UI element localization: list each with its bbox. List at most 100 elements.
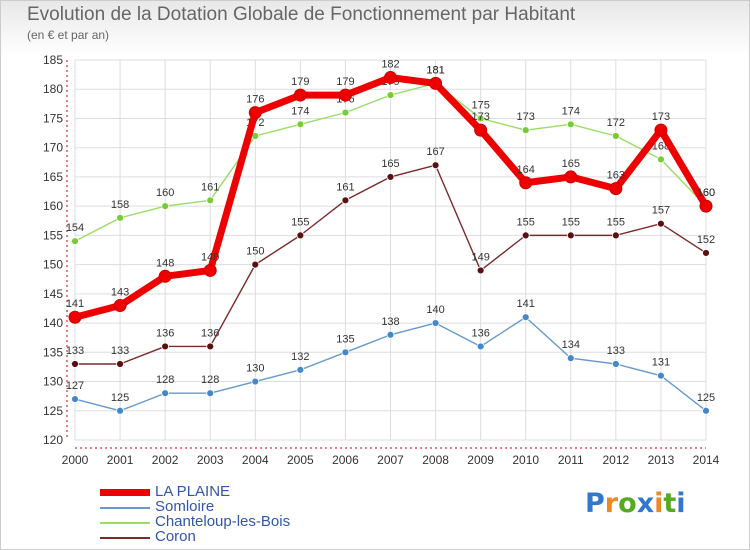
data-point [206, 196, 215, 205]
data-label: 164 [517, 164, 535, 176]
data-label: 155 [291, 216, 309, 228]
data-point [702, 249, 710, 257]
data-point [566, 231, 575, 240]
y-tick-label: 180 [43, 82, 63, 96]
y-tick-label: 120 [43, 433, 63, 447]
data-point [296, 231, 305, 240]
x-tick-label: 2011 [558, 453, 584, 467]
data-label: 172 [607, 117, 625, 129]
x-tick-label: 2001 [107, 453, 134, 467]
data-label: 155 [607, 216, 625, 228]
data-label: 134 [562, 339, 580, 351]
data-point [521, 231, 530, 240]
data-point [206, 342, 215, 351]
data-label: 136 [156, 327, 174, 339]
x-tick-label: 2010 [512, 453, 539, 467]
data-label: 173 [517, 111, 535, 123]
data-label: 181 [426, 64, 444, 76]
data-point [341, 108, 350, 117]
data-label: 148 [156, 257, 174, 269]
data-point [341, 348, 350, 357]
data-label: 165 [562, 158, 580, 170]
data-label: 150 [246, 246, 264, 258]
data-point [338, 88, 352, 102]
x-tick-label: 2009 [467, 453, 494, 467]
y-tick-label: 145 [43, 287, 63, 301]
x-tick-label: 2013 [648, 453, 675, 467]
data-point [657, 371, 665, 380]
legend-swatch [100, 522, 150, 524]
y-tick-label: 125 [43, 404, 63, 418]
data-point [657, 219, 665, 228]
data-point [386, 173, 395, 181]
legend-swatch [100, 489, 150, 496]
x-tick-label: 2000 [62, 453, 89, 467]
data-point [341, 196, 350, 205]
data-label: 179 [291, 76, 309, 88]
data-point [654, 123, 668, 137]
x-tick-label: 2007 [377, 453, 404, 467]
data-label: 160 [697, 187, 715, 199]
y-tick-label: 135 [43, 345, 63, 359]
y-tick-label: 150 [43, 258, 63, 272]
line-chart: 120 125 130 135 140 145 150 155 160 165 170 175 180 1… [43, 53, 720, 467]
data-label: 179 [336, 76, 354, 88]
data-point [476, 342, 485, 351]
data-point [71, 395, 79, 403]
data-label: 132 [291, 351, 309, 363]
data-label: 136 [201, 327, 219, 339]
data-point [476, 266, 485, 275]
data-label: 181 [426, 64, 444, 76]
data-point [386, 330, 395, 339]
data-label: 135 [336, 333, 354, 345]
data-point [519, 176, 533, 190]
data-point [161, 342, 170, 351]
data-point [521, 313, 530, 322]
data-label: 140 [426, 304, 444, 316]
data-label: 155 [517, 216, 535, 228]
data-point [564, 170, 578, 184]
data-label: 128 [156, 374, 174, 386]
data-label: 182 [381, 59, 399, 71]
data-label: 176 [246, 94, 264, 106]
data-point [71, 237, 79, 246]
data-point [657, 155, 665, 164]
proxiti-logo: Proxiti [585, 488, 686, 519]
data-point [116, 360, 124, 368]
x-tick-label: 2008 [422, 453, 449, 467]
data-point [116, 406, 124, 415]
data-label: 163 [607, 170, 625, 182]
data-label: 157 [652, 205, 670, 217]
legend-item: LA PLAINE [100, 484, 400, 500]
legend-swatch [100, 507, 150, 509]
data-point [203, 263, 217, 277]
y-tick-label: 170 [43, 141, 63, 155]
data-label: 127 [66, 380, 84, 392]
data-point [71, 360, 79, 368]
data-point [566, 120, 575, 129]
chart-title: Evolution de la Dotation Globale de Fonc… [27, 4, 576, 25]
data-label: 141 [517, 298, 535, 310]
data-label: 136 [471, 327, 489, 339]
data-point [521, 126, 530, 135]
y-tick-label: 140 [43, 316, 63, 330]
data-point [113, 299, 127, 313]
data-label: 165 [381, 158, 399, 170]
data-label: 149 [201, 251, 219, 263]
legend-item: Coron [100, 529, 400, 545]
data-point [251, 260, 260, 269]
chart-subtitle: (en € et par an) [27, 28, 110, 42]
data-label: 125 [111, 392, 129, 404]
data-label: 173 [652, 111, 670, 123]
y-tick-label: 165 [43, 170, 63, 184]
data-label: 174 [562, 105, 580, 117]
legend-swatch [100, 537, 150, 539]
y-tick-label: 185 [43, 53, 63, 67]
data-point [158, 269, 172, 283]
data-point [161, 202, 170, 211]
x-tick-label: 2004 [242, 453, 269, 467]
data-point [384, 71, 397, 85]
data-label: 173 [471, 111, 489, 123]
data-point [474, 123, 488, 137]
